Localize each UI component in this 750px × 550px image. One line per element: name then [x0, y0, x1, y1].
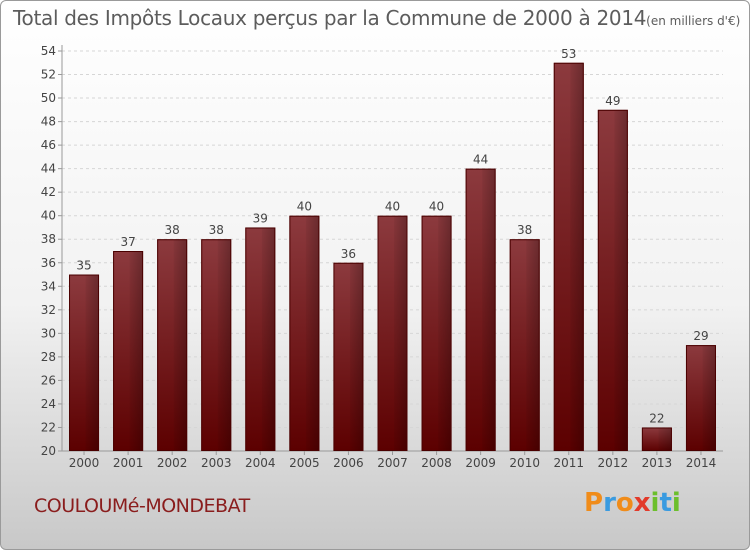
y-tick-label: 52: [41, 68, 56, 82]
y-tick-label: 36: [41, 256, 56, 270]
data-label: 40: [429, 200, 444, 214]
data-label: 40: [297, 200, 312, 214]
x-tick-label: 2004: [245, 456, 276, 470]
y-tick-label: 50: [41, 91, 56, 105]
y-tick-label: 38: [41, 232, 56, 246]
x-tick-label: 2012: [598, 456, 629, 470]
data-label: 44: [473, 153, 488, 167]
y-tick-label: 30: [41, 326, 56, 340]
bar-2002: [157, 239, 188, 451]
data-label: 39: [253, 211, 268, 225]
data-label: 22: [649, 411, 664, 425]
y-tick-label: 28: [41, 350, 56, 364]
commune-name: COULOUMé-MONDEBAT: [34, 495, 250, 517]
logo-letter: i: [671, 488, 681, 518]
data-label: 38: [517, 223, 532, 237]
x-tick-label: 2010: [509, 456, 540, 470]
x-tick-label: 2011: [553, 456, 584, 470]
logo-letter: i: [650, 488, 660, 518]
bar-2003: [201, 239, 232, 451]
x-tick-label: 2002: [157, 456, 188, 470]
data-label: 49: [605, 94, 620, 108]
chart-title-text: Total des Impôts Locaux perçus par la Co…: [13, 6, 647, 30]
bar-2006: [333, 262, 364, 451]
bar-2007: [377, 215, 408, 451]
bar-2010: [509, 239, 540, 451]
logo-letter: t: [659, 488, 672, 518]
y-tick-label: 34: [41, 279, 56, 293]
bar-2001: [113, 251, 144, 451]
x-tick-label: 2006: [333, 456, 364, 470]
data-label: 37: [120, 235, 135, 249]
bar-2005: [289, 215, 320, 451]
y-tick-label: 46: [41, 138, 56, 152]
x-tick-label: 2009: [465, 456, 496, 470]
axes: 20 22 24 26 28 30 32 34 36 38 40 42 44 46 48 50 52 54 2000…: [41, 44, 723, 470]
x-tick-label: 2008: [421, 456, 452, 470]
y-tick-label: 20: [41, 444, 56, 458]
logo-letter: x: [633, 488, 651, 518]
bar-2014: [685, 345, 716, 451]
bar-2009: [465, 168, 496, 451]
bars: [69, 62, 716, 452]
y-tick-label: 54: [41, 44, 56, 58]
y-tick-label: 42: [41, 185, 56, 199]
x-tick-label: 2013: [642, 456, 673, 470]
logo-letter: o: [615, 488, 634, 518]
x-tick-label: 2007: [377, 456, 408, 470]
data-label: 29: [693, 329, 708, 343]
data-label: 38: [209, 223, 224, 237]
chart-title: Total des Impôts Locaux perçus par la Co…: [13, 6, 740, 30]
y-tick-label: 32: [41, 303, 56, 317]
data-label: 35: [76, 259, 91, 273]
y-tick-label: 44: [41, 162, 56, 176]
x-tick-label: 2000: [69, 456, 100, 470]
data-label: 53: [561, 47, 576, 61]
data-labels: 35 37 38 38 39 40 36 40 40 44 38 53 49 22 29: [76, 47, 708, 426]
chart-unit: (en milliers d'€): [646, 14, 741, 28]
bar-2004: [245, 227, 276, 451]
proxiti-logo: Proxiti: [584, 488, 681, 518]
logo-letter: P: [584, 488, 604, 518]
y-tick-label: 26: [41, 373, 56, 387]
bar-2000: [69, 274, 100, 451]
y-tick-label: 40: [41, 209, 56, 223]
data-label: 40: [385, 200, 400, 214]
data-label: 36: [341, 247, 356, 261]
bar-2008: [421, 215, 452, 451]
logo-letter: r: [603, 488, 616, 518]
y-tick-label: 24: [41, 397, 56, 411]
y-tick-label: 48: [41, 115, 56, 129]
bar-2012: [597, 109, 628, 452]
data-label: 38: [165, 223, 180, 237]
bar-2011: [553, 62, 584, 451]
x-tick-label: 2003: [201, 456, 232, 470]
bar-2013: [641, 427, 672, 451]
y-tick-label: 22: [41, 420, 56, 434]
x-tick-label: 2001: [113, 456, 144, 470]
x-tick-label: 2014: [686, 456, 717, 470]
x-tick-label: 2005: [289, 456, 320, 470]
